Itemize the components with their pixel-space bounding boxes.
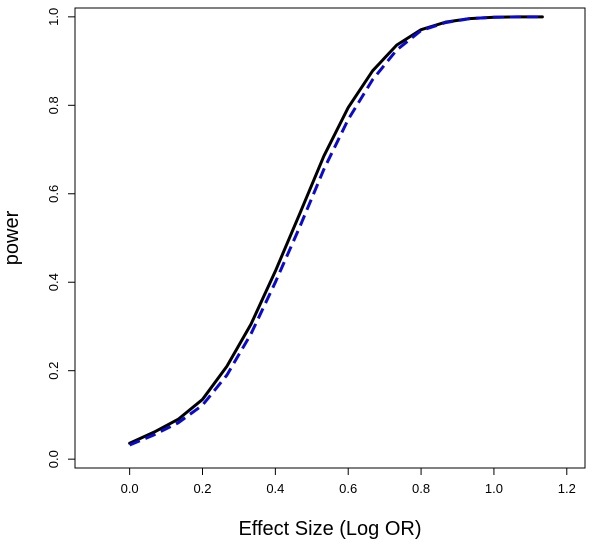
x-tick-label: 0.0 <box>121 481 139 496</box>
x-axis: 0.0 0.2 0.4 0.6 0.8 1.0 1.2 <box>121 468 576 496</box>
x-tick-label: 0.4 <box>266 481 284 496</box>
plot-frame <box>74 7 586 469</box>
y-tick-label: 1.0 <box>46 8 61 26</box>
x-tick-label: 0.8 <box>412 481 430 496</box>
y-tick-label: 0.6 <box>46 185 61 203</box>
y-axis: 0.0 0.2 0.4 0.6 0.8 1.0 <box>46 8 75 468</box>
dashed-series-line <box>129 15 543 447</box>
y-tick-label: 0.8 <box>46 96 61 114</box>
x-tick-label: 1.0 <box>485 481 503 496</box>
y-axis-title: power <box>1 210 23 265</box>
y-tick-label: 0.4 <box>46 273 61 291</box>
y-tick-label: 0.0 <box>46 450 61 468</box>
y-tick-label: 0.2 <box>46 362 61 380</box>
x-axis-title: Effect Size (Log OR) <box>238 518 421 540</box>
solid-series-line <box>128 15 544 445</box>
x-tick-label: 1.2 <box>558 481 576 496</box>
x-tick-label: 0.6 <box>339 481 357 496</box>
x-tick-label: 0.2 <box>193 481 211 496</box>
series-layer <box>128 15 544 447</box>
